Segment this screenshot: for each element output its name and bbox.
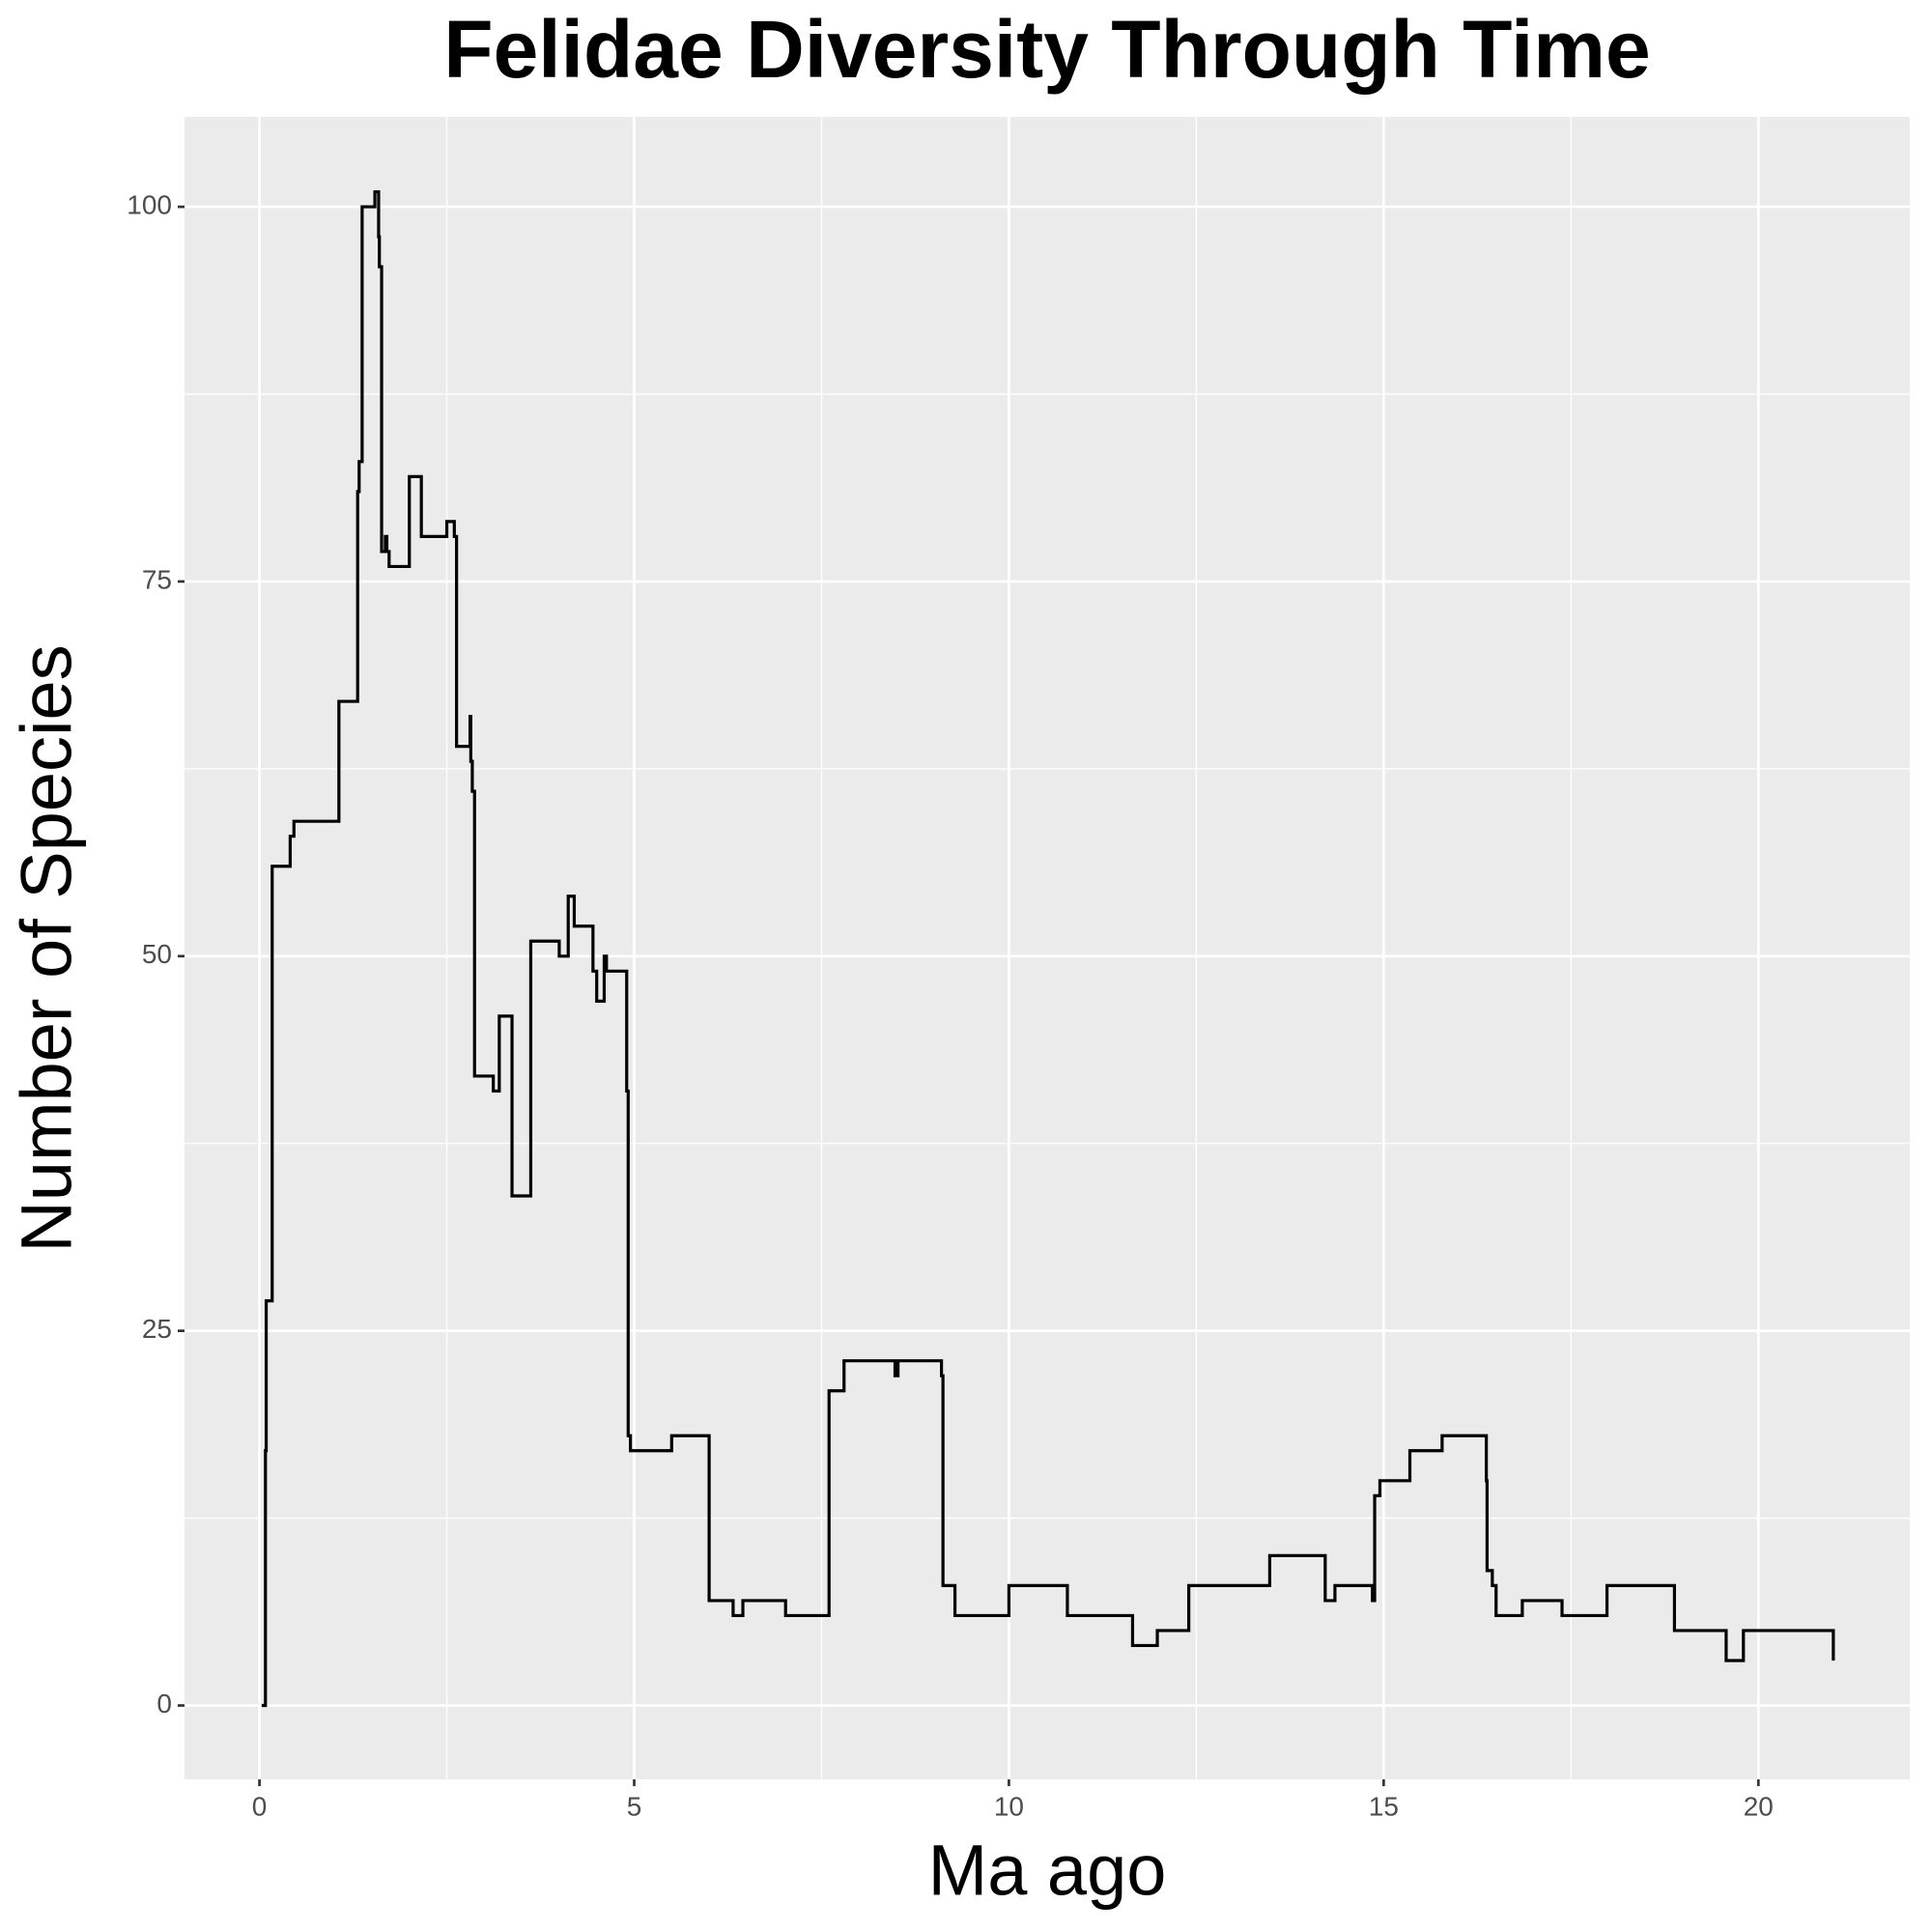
y-tick-label: 100 (127, 189, 172, 219)
x-tick-label: 5 (627, 1791, 642, 1821)
y-tick-label: 75 (142, 564, 172, 594)
y-tick-label: 25 (142, 1314, 172, 1344)
x-axis-title: Ma ago (928, 1831, 1167, 1911)
y-tick-label: 0 (156, 1689, 172, 1719)
x-tick-label: 0 (252, 1791, 268, 1821)
data-line (261, 189, 1835, 1708)
chart-title: Felidae Diversity Through Time (443, 4, 1650, 95)
x-tick-label: 10 (994, 1791, 1024, 1821)
y-tick-label: 50 (142, 939, 172, 969)
panel (185, 117, 1910, 1779)
x-tick-label: 20 (1744, 1791, 1774, 1821)
x-tick-label: 15 (1369, 1791, 1399, 1821)
y-axis-title: Number of Species (7, 644, 87, 1252)
